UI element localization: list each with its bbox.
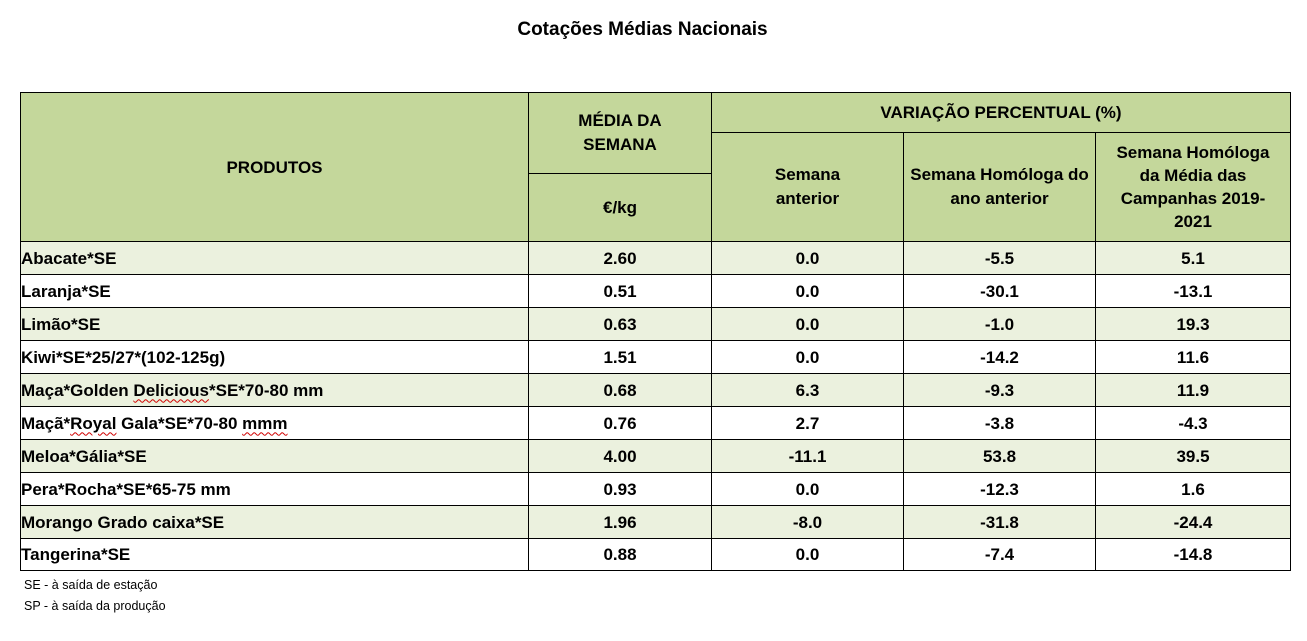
header-media-semana: MÉDIA DA SEMANA	[528, 92, 712, 174]
homologa-media-cell: 39.5	[1095, 439, 1291, 473]
footnote-se: SE - à saída de estação	[24, 578, 158, 592]
media-cell: 0.88	[528, 538, 712, 571]
semana-anterior-cell: 0.0	[711, 307, 904, 341]
media-cell: 1.51	[528, 340, 712, 374]
product-text: Maçã*	[21, 413, 71, 433]
homologa-cell: -9.3	[903, 373, 1096, 407]
table-row: Maçã*Royal Gala*SE*70-80 mmm 0.76 2.7 -3…	[20, 406, 1291, 440]
product-cell: Kiwi*SE*25/27*(102-125g)	[20, 340, 529, 374]
homologa-media-cell: -24.4	[1095, 505, 1291, 539]
table-row: Pera*Rocha*SE*65-75 mm 0.93 0.0 -12.3 1.…	[20, 472, 1291, 506]
spellcheck-word: mmm	[242, 413, 288, 433]
header-semana-homologa: Semana Homóloga do ano anterior	[903, 132, 1096, 242]
media-cell: 2.60	[528, 241, 712, 275]
homologa-cell: -5.5	[903, 241, 1096, 275]
product-cell: Abacate*SE	[20, 241, 529, 275]
product-cell: Maça*Golden Delicious*SE*70-80 mm	[20, 373, 529, 407]
media-cell: 4.00	[528, 439, 712, 473]
table-row: Tangerina*SE 0.88 0.0 -7.4 -14.8	[20, 538, 1291, 571]
media-cell: 0.93	[528, 472, 712, 506]
product-cell: Pera*Rocha*SE*65-75 mm	[20, 472, 529, 506]
semana-anterior-cell: 0.0	[711, 241, 904, 275]
semana-anterior-cell: -11.1	[711, 439, 904, 473]
semana-anterior-cell: 0.0	[711, 538, 904, 571]
footnote-sp: SP - à saída da produção	[24, 599, 166, 613]
homologa-cell: -30.1	[903, 274, 1096, 308]
table-row: Abacate*SE 2.60 0.0 -5.5 5.1	[20, 241, 1291, 275]
semana-anterior-cell: 0.0	[711, 274, 904, 308]
product-cell: Morango Grado caixa*SE	[20, 505, 529, 539]
header-semana-homologa-media: Semana Homóloga da Média das Campanhas 2…	[1095, 132, 1291, 242]
homologa-cell: -1.0	[903, 307, 1096, 341]
product-cell: Meloa*Gália*SE	[20, 439, 529, 473]
homologa-media-cell: 5.1	[1095, 241, 1291, 275]
homologa-cell: -3.8	[903, 406, 1096, 440]
spellcheck-word: Delicious	[133, 380, 210, 400]
media-cell: 0.63	[528, 307, 712, 341]
semana-anterior-cell: 0.0	[711, 472, 904, 506]
spellcheck-word: Royal	[70, 413, 117, 433]
header-semana-anterior: Semana anterior	[711, 132, 904, 242]
product-cell: Tangerina*SE	[20, 538, 529, 571]
product-cell: Maçã*Royal Gala*SE*70-80 mmm	[20, 406, 529, 440]
homologa-media-cell: -13.1	[1095, 274, 1291, 308]
homologa-cell: 53.8	[903, 439, 1096, 473]
table-row: Limão*SE 0.63 0.0 -1.0 19.3	[20, 307, 1291, 341]
homologa-media-cell: 11.6	[1095, 340, 1291, 374]
media-cell: 0.76	[528, 406, 712, 440]
semana-anterior-cell: 6.3	[711, 373, 904, 407]
header-unit: €/kg	[528, 173, 712, 242]
product-text: Gala*SE*70-80	[116, 413, 243, 433]
quotes-table: PRODUTOS MÉDIA DA SEMANA VARIAÇÃO PERCEN…	[20, 92, 1291, 571]
homologa-media-cell: -4.3	[1095, 406, 1291, 440]
product-text: Maça*Golden	[21, 380, 134, 400]
semana-anterior-cell: 2.7	[711, 406, 904, 440]
homologa-cell: -14.2	[903, 340, 1096, 374]
homologa-media-cell: 1.6	[1095, 472, 1291, 506]
header-variacao: VARIAÇÃO PERCENTUAL (%)	[711, 92, 1291, 133]
homologa-cell: -7.4	[903, 538, 1096, 571]
footnotes: SE - à saída de estação SP - à saída da …	[24, 575, 166, 617]
semana-anterior-cell: 0.0	[711, 340, 904, 374]
table-row: Kiwi*SE*25/27*(102-125g) 1.51 0.0 -14.2 …	[20, 340, 1291, 374]
media-cell: 0.51	[528, 274, 712, 308]
homologa-media-cell: 11.9	[1095, 373, 1291, 407]
table-row: Maça*Golden Delicious*SE*70-80 mm 0.68 6…	[20, 373, 1291, 407]
product-cell: Laranja*SE	[20, 274, 529, 308]
media-cell: 0.68	[528, 373, 712, 407]
media-cell: 1.96	[528, 505, 712, 539]
homologa-media-cell: -14.8	[1095, 538, 1291, 571]
homologa-cell: -12.3	[903, 472, 1096, 506]
product-cell: Limão*SE	[20, 307, 529, 341]
homologa-media-cell: 19.3	[1095, 307, 1291, 341]
table-row: Morango Grado caixa*SE 1.96 -8.0 -31.8 -…	[20, 505, 1291, 539]
table-row: Meloa*Gália*SE 4.00 -11.1 53.8 39.5	[20, 439, 1291, 473]
homologa-cell: -31.8	[903, 505, 1096, 539]
product-text: *SE*70-80 mm	[209, 380, 324, 400]
semana-anterior-cell: -8.0	[711, 505, 904, 539]
table-row: Laranja*SE 0.51 0.0 -30.1 -13.1	[20, 274, 1291, 308]
header-produtos: PRODUTOS	[20, 92, 529, 242]
page-title: Cotações Médias Nacionais	[517, 19, 768, 40]
